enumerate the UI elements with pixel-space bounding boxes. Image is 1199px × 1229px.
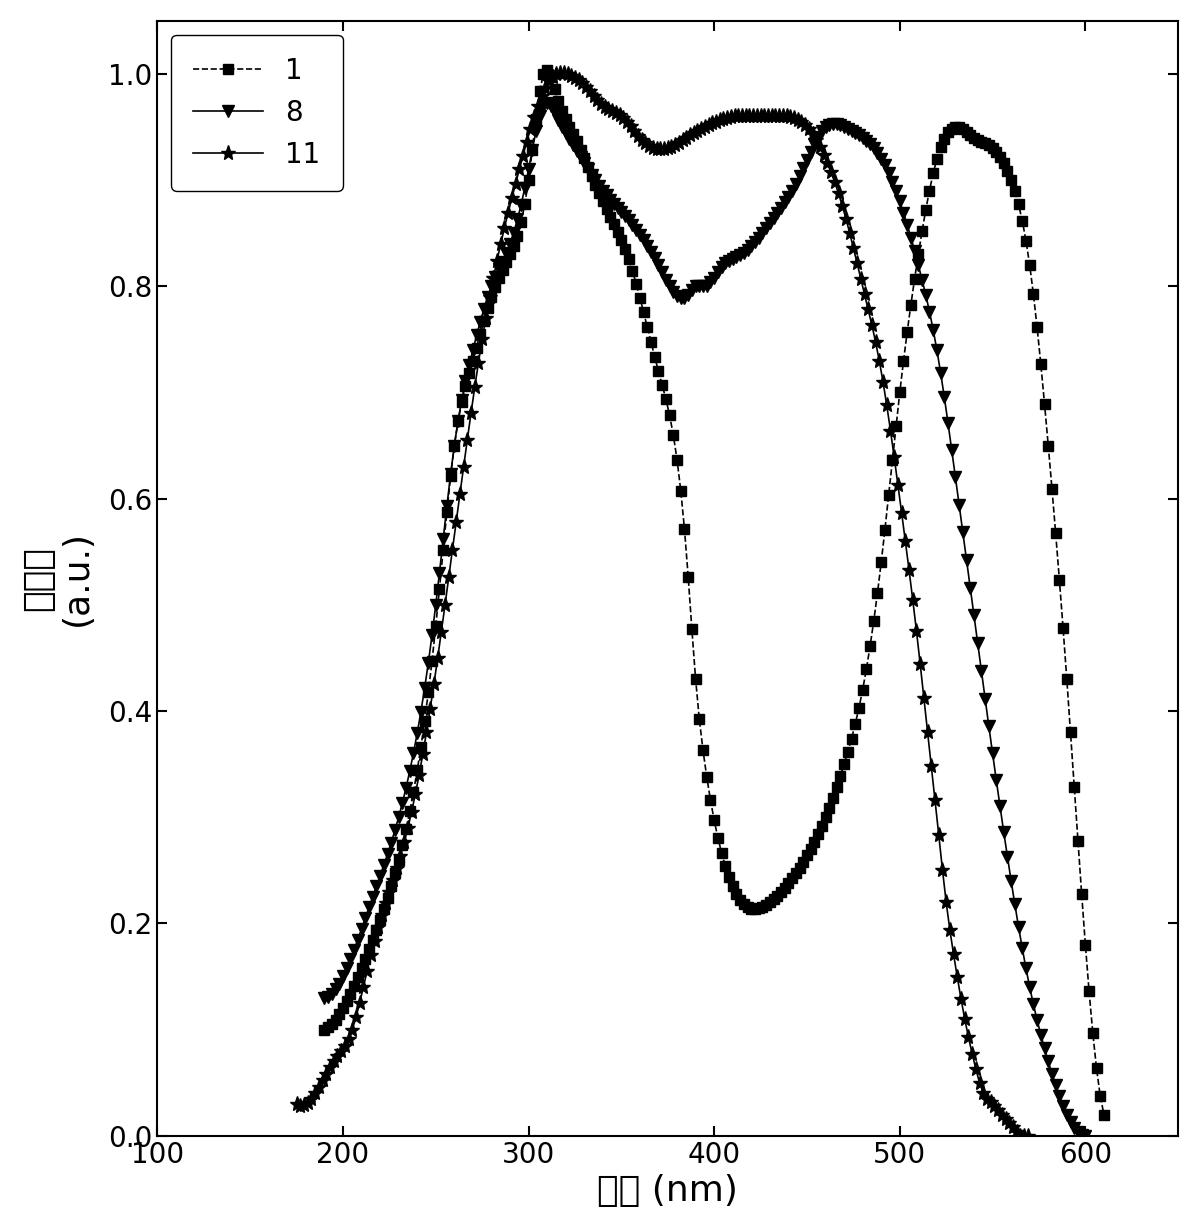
11 (289, 1096, 303, 1111)
1 (552, 93, 566, 108)
1 (860, 662, 874, 677)
11 (553, 65, 567, 80)
1 (1026, 286, 1041, 301)
8 (440, 499, 454, 514)
11 (972, 1075, 987, 1090)
1 (540, 63, 554, 77)
1 (318, 1023, 332, 1037)
11 (839, 211, 854, 226)
11 (932, 827, 946, 842)
8 (614, 205, 628, 220)
Line: 1: 1 (320, 65, 1109, 1120)
Y-axis label: 吸收率
(a.u.): 吸收率 (a.u.) (20, 530, 95, 627)
11 (386, 873, 400, 887)
Line: 8: 8 (319, 98, 1091, 1142)
Line: 11: 11 (289, 65, 1036, 1143)
8 (1023, 980, 1037, 994)
11 (1020, 1128, 1035, 1143)
1 (662, 408, 676, 423)
1 (621, 252, 635, 267)
1 (339, 994, 354, 1009)
11 (342, 1031, 356, 1046)
Legend: 1, 8, 11: 1, 8, 11 (171, 34, 343, 190)
1 (1097, 1107, 1111, 1122)
8 (318, 991, 332, 1005)
11 (1013, 1128, 1028, 1143)
11 (753, 109, 767, 124)
8 (532, 108, 547, 123)
8 (1078, 1128, 1092, 1143)
8 (540, 96, 554, 111)
X-axis label: 波长 (nm): 波长 (nm) (597, 1174, 739, 1208)
8 (396, 795, 410, 810)
8 (329, 982, 343, 997)
